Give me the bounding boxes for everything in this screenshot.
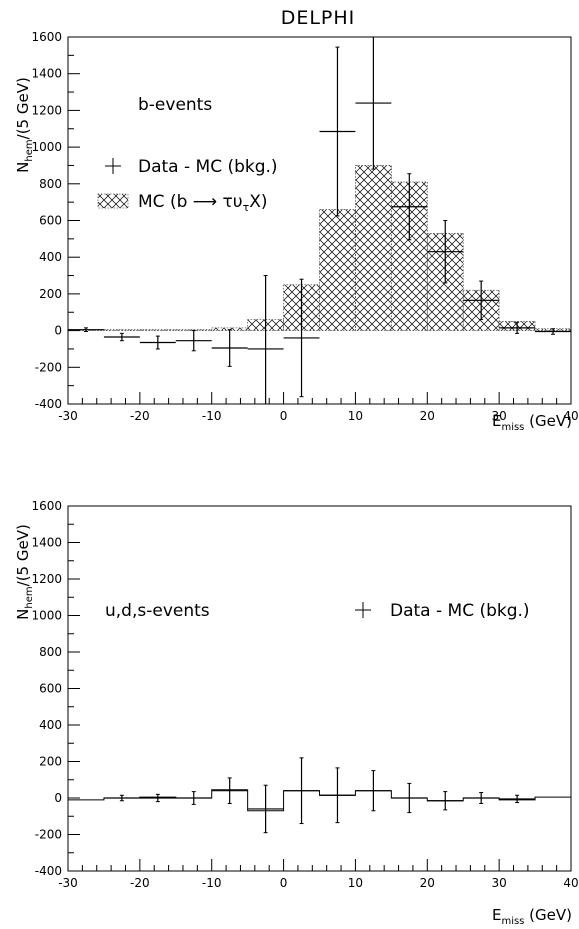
y-tick-label: -200 <box>35 828 62 842</box>
y-tick-label: 600 <box>39 682 62 696</box>
y-tick-label: 1200 <box>31 572 62 586</box>
x-tick-label: 0 <box>280 409 288 423</box>
y-tick-label: 400 <box>39 718 62 732</box>
data-point <box>319 46 356 217</box>
data-point <box>103 332 140 342</box>
data-point <box>499 321 536 334</box>
mc-bar <box>103 329 141 331</box>
x-tick-label: 0 <box>280 876 288 890</box>
x-tick-label: -20 <box>130 409 150 423</box>
x-tick-label: 40 <box>563 409 578 423</box>
plot-frame <box>67 505 572 872</box>
data-point <box>175 791 212 805</box>
y-tick-label: 200 <box>39 755 62 769</box>
data-point <box>211 777 248 804</box>
data-point <box>103 794 140 802</box>
data-point <box>68 327 104 333</box>
x-tick-label: 20 <box>420 409 435 423</box>
legend-label-mc: MC (b ⟶ τυτX) <box>138 192 268 214</box>
data-point <box>283 757 320 825</box>
y-axis-label: Nhem/(5 GeV) <box>14 77 35 173</box>
data-point <box>139 335 176 350</box>
data-point <box>355 37 392 170</box>
mc-bar <box>139 329 177 331</box>
mc-bar <box>355 165 392 331</box>
y-tick-label: 0 <box>54 791 62 805</box>
data-point <box>463 792 500 804</box>
legend-label-data: Data - MC (bkg.) <box>390 601 530 621</box>
legend: Data - MC (bkg.) MC (b ⟶ τυτX) <box>97 157 278 214</box>
data-point <box>247 784 284 834</box>
data-point <box>283 278 320 398</box>
data-point <box>211 329 248 367</box>
data-point <box>391 782 428 814</box>
x-tick-label: 30 <box>492 409 507 423</box>
y-tick-label: 1000 <box>31 140 62 154</box>
data-points <box>68 37 571 404</box>
y-tick-label: -400 <box>35 397 62 411</box>
panel-annotation: b-events <box>138 95 212 115</box>
y-tick-label: -400 <box>35 864 62 878</box>
x-tick-label: -20 <box>130 876 150 890</box>
data-point <box>355 770 392 812</box>
y-tick-label: 0 <box>54 324 62 338</box>
mc-bar <box>319 209 356 332</box>
axis-ticks: -400-20002004006008001000120014001600-30… <box>31 30 578 423</box>
y-tick-label: 200 <box>39 287 62 301</box>
legend-marker-cross <box>355 602 371 618</box>
panel-uds-events: -400-20002004006008001000120014001600-30… <box>14 499 579 927</box>
y-tick-label: 1600 <box>31 499 62 513</box>
y-tick-label: -200 <box>35 360 62 374</box>
x-tick-label: -30 <box>58 409 78 423</box>
data-points <box>103 757 536 834</box>
y-tick-label: 1400 <box>31 67 62 81</box>
y-tick-label: 1200 <box>31 103 62 117</box>
y-tick-label: 400 <box>39 250 62 264</box>
axis-ticks: -400-20002004006008001000120014001600-30… <box>31 499 578 890</box>
data-point <box>463 280 500 321</box>
x-tick-label: 20 <box>420 876 435 890</box>
x-tick-label: -10 <box>202 876 222 890</box>
legend-marker-cross <box>105 158 121 174</box>
data-point <box>427 220 464 284</box>
x-tick-label: -30 <box>58 876 78 890</box>
data-point <box>139 793 176 803</box>
y-tick-label: 1600 <box>31 30 62 44</box>
x-axis-label: Emiss (GeV) <box>492 412 572 433</box>
y-tick-label: 1400 <box>31 536 62 550</box>
y-tick-label: 800 <box>39 177 62 191</box>
x-tick-label: 10 <box>348 409 363 423</box>
data-point <box>175 330 212 352</box>
x-tick-label: 10 <box>348 876 363 890</box>
figure-title: DELPHI <box>281 7 356 29</box>
panel-b-events: -400-20002004006008001000120014001600-30… <box>14 30 579 433</box>
data-point <box>535 328 571 335</box>
y-tick-label: 800 <box>39 645 62 659</box>
data-point <box>499 794 536 804</box>
data-point <box>247 275 284 404</box>
y-tick-label: 1000 <box>31 609 62 623</box>
x-tick-label: 30 <box>492 876 507 890</box>
panel-annotation: u,d,s-events <box>105 601 210 621</box>
mc-histogram <box>68 789 571 812</box>
legend-marker-hatch <box>97 193 129 209</box>
mc-histogram <box>67 165 572 332</box>
y-axis-label: Nhem/(5 GeV) <box>14 524 35 620</box>
legend: Data - MC (bkg.) <box>355 601 530 621</box>
y-tick-label: 600 <box>39 214 62 228</box>
legend-label-data: Data - MC (bkg.) <box>138 157 278 177</box>
data-point <box>391 173 428 241</box>
x-axis-label: Emiss (GeV) <box>492 906 572 927</box>
x-tick-label: 40 <box>563 876 578 890</box>
data-point <box>427 791 464 811</box>
x-tick-label: -10 <box>202 409 222 423</box>
mc-step-line <box>68 789 571 812</box>
data-point <box>319 767 356 824</box>
